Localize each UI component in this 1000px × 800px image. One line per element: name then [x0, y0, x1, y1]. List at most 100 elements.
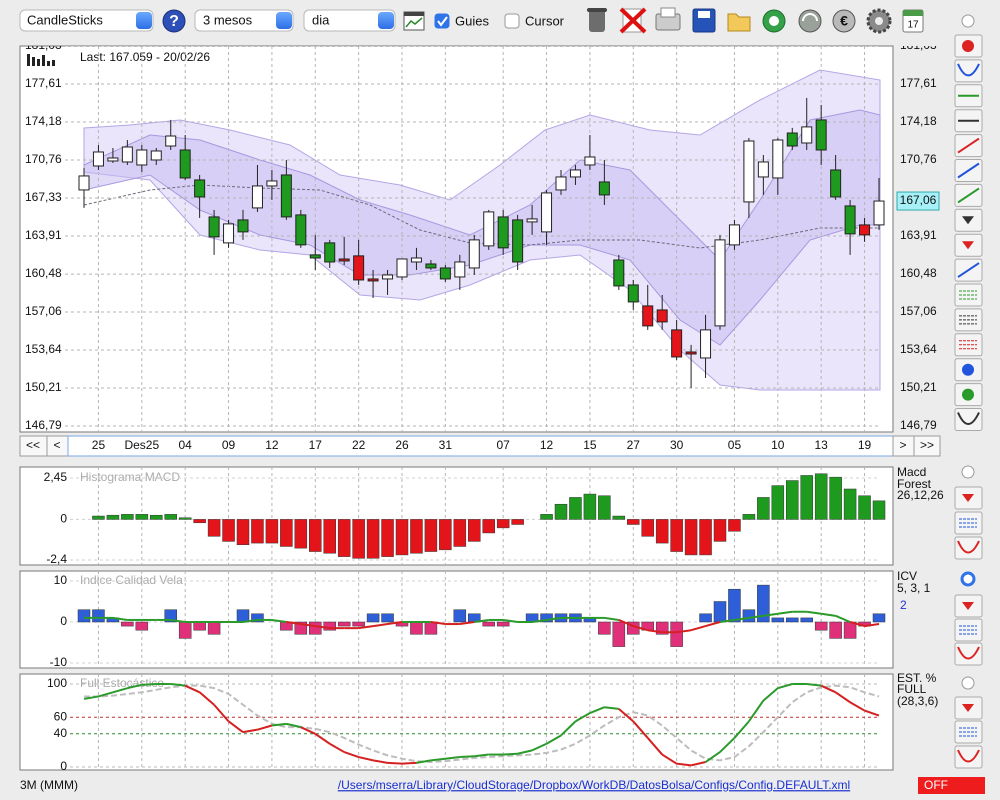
sidebar-glyph: [962, 494, 974, 502]
nav-last[interactable]: [913, 435, 941, 457]
sidebar-button-face: [954, 642, 983, 666]
sidebar-button[interactable]: [954, 594, 983, 618]
sidebar-glyph: [959, 518, 977, 528]
candle-body: [468, 239, 480, 269]
icv-line-segment: [618, 619, 634, 628]
icv-bar: [164, 609, 177, 623]
status-config-path[interactable]: /Users/mserra/Library/CloudStorage/Dropb…: [338, 778, 850, 792]
y-tick-label: 174,18: [25, 114, 62, 128]
help-button[interactable]: [162, 9, 186, 33]
refresh-button[interactable]: [762, 9, 786, 33]
stochastic-k-segment: [604, 706, 619, 710]
settings-button[interactable]: [866, 8, 892, 34]
stochastic-k-segment: [83, 695, 99, 700]
sidebar-button[interactable]: [954, 283, 983, 307]
macd-bar: [439, 519, 452, 551]
macd-bar: [742, 514, 756, 520]
icv-bar: [207, 621, 221, 635]
sidebar-button[interactable]: [954, 134, 983, 158]
period-select[interactable]: [194, 9, 294, 32]
save-button[interactable]: [692, 8, 716, 33]
sidebar-button[interactable]: [954, 358, 983, 382]
candle-body: [107, 157, 119, 162]
macd-legend: Forest: [897, 477, 932, 491]
icv-line-segment: [748, 614, 764, 619]
sidebar-button[interactable]: [954, 308, 983, 332]
candle-body: [165, 135, 177, 147]
sidebar-button[interactable]: [954, 208, 983, 232]
radio-panel[interactable]: [960, 571, 976, 587]
sidebar-button[interactable]: [954, 511, 983, 535]
y-tick-label: 181,03: [25, 38, 62, 52]
icv-line-segment: [777, 610, 793, 615]
open-button[interactable]: [727, 13, 751, 32]
sidebar-button[interactable]: [954, 408, 983, 431]
nav-first-label: <<: [26, 438, 40, 452]
sidebar-button[interactable]: [954, 233, 983, 257]
date-label: 15: [583, 438, 597, 452]
icv-line-segment: [358, 625, 374, 630]
icv-bar: [251, 613, 264, 623]
sidebar-button[interactable]: [954, 745, 983, 769]
nav-prev-label: <: [53, 438, 60, 452]
candle-body: [714, 239, 726, 327]
print-button[interactable]: [655, 7, 681, 31]
sidebar-button[interactable]: [954, 84, 983, 108]
y-tick-label: 167,33: [25, 190, 62, 204]
icv-bar: [410, 621, 423, 635]
sidebar-button[interactable]: [954, 34, 983, 58]
sidebar-button[interactable]: [954, 183, 983, 207]
cursor-checkbox[interactable]: [504, 13, 520, 29]
radio-panel[interactable]: [961, 676, 975, 690]
candle-body: [555, 176, 567, 191]
guides-checkbox[interactable]: [434, 13, 450, 29]
sidebar-button[interactable]: [954, 258, 983, 282]
macd-bar: [598, 495, 611, 520]
chart-window-button[interactable]: [403, 11, 425, 31]
sidebar-button[interactable]: [954, 109, 983, 133]
sidebar-glyph: [959, 315, 977, 325]
chart-type-select[interactable]: [19, 9, 154, 32]
candle-body: [801, 126, 813, 144]
y-tick-label-right: 174,18: [900, 114, 937, 128]
chart-corner-icon: [27, 54, 55, 66]
macd-bar: [352, 519, 365, 559]
sidebar-glyph: [957, 162, 980, 179]
macd-bar: [713, 519, 727, 542]
sidebar-button[interactable]: [954, 618, 983, 642]
stochastic-k-segment: [184, 684, 201, 694]
icv-title: Indice Calidad Vela: [80, 573, 183, 587]
radio-panel[interactable]: [961, 465, 975, 479]
macd-bar: [280, 519, 293, 547]
sidebar-glyph: [957, 262, 980, 278]
sidebar-button[interactable]: [954, 159, 983, 182]
radio-main[interactable]: [961, 14, 975, 28]
sidebar-button[interactable]: [954, 59, 983, 83]
icv-bar: [843, 621, 857, 639]
calendar-button[interactable]: 17: [902, 9, 924, 33]
date-label: 27: [627, 438, 641, 452]
macd-bar: [757, 497, 770, 520]
y-tick-label: -10: [50, 655, 68, 669]
interval-select[interactable]: [303, 9, 396, 32]
candle-body: [309, 254, 321, 259]
status-state-box[interactable]: [918, 777, 985, 794]
currency-button[interactable]: €: [832, 9, 856, 33]
sidebar-button[interactable]: [954, 536, 983, 560]
icv-bar: [482, 621, 495, 627]
sidebar-button[interactable]: [954, 333, 983, 357]
macd-bar: [453, 519, 467, 547]
sync-button[interactable]: [798, 9, 822, 33]
sidebar-button[interactable]: [954, 642, 983, 666]
macd-bar: [569, 497, 582, 520]
macd-bar: [786, 480, 799, 520]
sidebar-button[interactable]: [954, 383, 983, 407]
sidebar-button[interactable]: [954, 720, 983, 744]
delete-button[interactable]: [619, 7, 647, 34]
trash-button[interactable]: [587, 8, 607, 32]
y-tick-label: 160,48: [25, 266, 62, 280]
candle-body: [483, 211, 495, 247]
stochastic-k-segment: [271, 722, 287, 727]
sidebar-button[interactable]: [954, 696, 983, 720]
sidebar-button[interactable]: [954, 486, 983, 510]
